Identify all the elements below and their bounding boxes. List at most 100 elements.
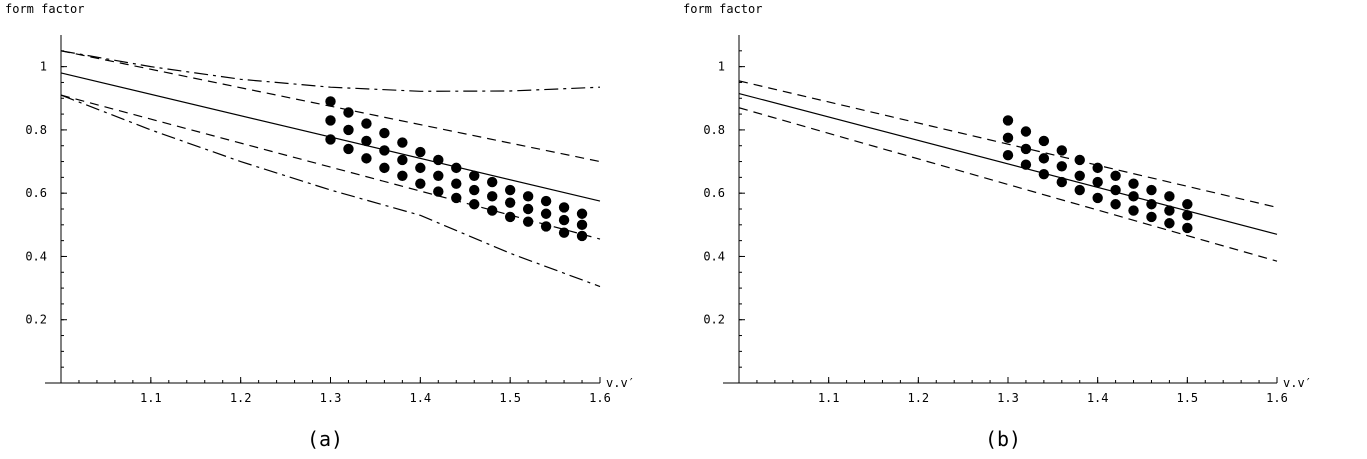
y-tick-label: 0.8: [703, 123, 725, 137]
y-tick-label: 0.4: [25, 249, 47, 263]
data-point: [1182, 210, 1193, 221]
data-point: [415, 178, 426, 189]
data-point: [1182, 199, 1193, 210]
data-point: [469, 184, 480, 196]
data-point: [558, 202, 570, 213]
chart-panel-a: 1.1 1.2 1.3 1.4 1.5 1.6 0.2 0.4 0.6 0.8 1 form fact…: [5, 2, 635, 451]
chart-panel-b: 1.1 1.2 1.3 1.4 1.5 1.6 0.2 0.4 0.6 0.8 1 form fact…: [683, 2, 1312, 451]
data-point: [1074, 170, 1085, 181]
data-point: [1182, 222, 1193, 234]
data-point: [379, 127, 390, 139]
y-tick-label: 0.6: [703, 186, 725, 200]
data-point: [1128, 191, 1139, 202]
data-point: [361, 153, 372, 164]
data-point: [1074, 184, 1085, 196]
y-tick-label: 0.6: [25, 186, 47, 200]
data-point: [504, 211, 516, 223]
data-point: [1092, 176, 1103, 188]
data-point: [1128, 205, 1139, 216]
data-point: [397, 170, 408, 181]
y-tick-label: 1: [40, 60, 47, 74]
data-point: [451, 178, 462, 189]
data-point: [397, 137, 408, 148]
data-point: [1056, 161, 1068, 172]
data-point: [415, 162, 426, 174]
data-point: [487, 191, 498, 202]
data-point: [1056, 145, 1068, 156]
x-tick-label: 1.2: [907, 391, 929, 405]
y-axis-label: form factor: [683, 2, 762, 16]
data-point: [1002, 132, 1014, 144]
data-point: [576, 219, 588, 231]
data-point: [433, 154, 444, 166]
x-tick-label: 1.3: [320, 391, 342, 405]
x-tick-label: 1.1: [140, 391, 162, 405]
data-point: [469, 199, 480, 210]
data-point: [1164, 191, 1175, 202]
x-tick-label: 1.6: [1266, 391, 1288, 405]
data-point: [1020, 126, 1032, 137]
data-point: [379, 162, 390, 174]
data-point: [487, 205, 498, 216]
data-point: [1002, 115, 1014, 126]
data-point: [540, 208, 552, 219]
data-point: [1002, 150, 1014, 161]
data-point: [379, 145, 390, 156]
data-point: [1110, 170, 1121, 181]
data-point: [361, 118, 372, 129]
data-point: [1110, 199, 1121, 210]
x-tick-label: 1.6: [589, 391, 611, 405]
data-point: [325, 134, 336, 145]
dashed-curve: [60, 94, 601, 240]
data-point: [361, 135, 372, 147]
data-point: [1092, 162, 1103, 174]
x-tick-label: 1.4: [1087, 391, 1109, 405]
dashdot-curve: [60, 50, 601, 92]
y-tick-label: 0.4: [703, 249, 725, 263]
data-point: [1164, 218, 1175, 229]
data-point: [1038, 135, 1050, 147]
data-point: [558, 214, 570, 226]
x-axis-label: v.v′: [1283, 376, 1312, 390]
data-point: [1110, 184, 1121, 196]
data-point: [451, 162, 462, 174]
x-tick-label: 1.3: [997, 391, 1019, 405]
data-point: [325, 96, 336, 107]
y-tick-label: 0.8: [25, 123, 47, 137]
data-point: [504, 184, 516, 196]
y-tick-label: 0.2: [703, 313, 725, 327]
data-point: [325, 115, 336, 126]
data-point: [1074, 154, 1085, 166]
data-point: [1020, 143, 1032, 155]
data-point: [487, 176, 498, 188]
solid-curve: [738, 92, 1278, 235]
dashed-curve: [738, 107, 1278, 262]
data-point: [504, 197, 516, 208]
data-point: [1164, 205, 1175, 216]
data-point: [1146, 211, 1157, 223]
data-point: [343, 143, 354, 155]
data-point: [576, 208, 588, 219]
data-point: [576, 230, 588, 242]
y-axis-label: form factor: [5, 2, 84, 16]
data-point: [1056, 176, 1068, 188]
data-point: [1038, 169, 1050, 180]
data-point: [433, 186, 444, 197]
data-point: [451, 192, 462, 204]
data-point: [1092, 192, 1103, 204]
x-axis-label: v.v′: [606, 376, 635, 390]
x-tick-label: 1.5: [499, 391, 521, 405]
data-point: [1146, 184, 1157, 196]
x-tick-label: 1.4: [409, 391, 431, 405]
dashed-curve: [738, 80, 1278, 209]
data-point: [397, 154, 408, 166]
data-point: [522, 216, 534, 227]
panel-caption: (b): [985, 427, 1021, 451]
x-tick-label: 1.1: [818, 391, 840, 405]
data-point: [540, 221, 552, 232]
y-tick-label: 0.2: [25, 313, 47, 327]
data-point: [522, 191, 534, 202]
data-point: [540, 195, 552, 207]
data-point: [469, 170, 480, 181]
